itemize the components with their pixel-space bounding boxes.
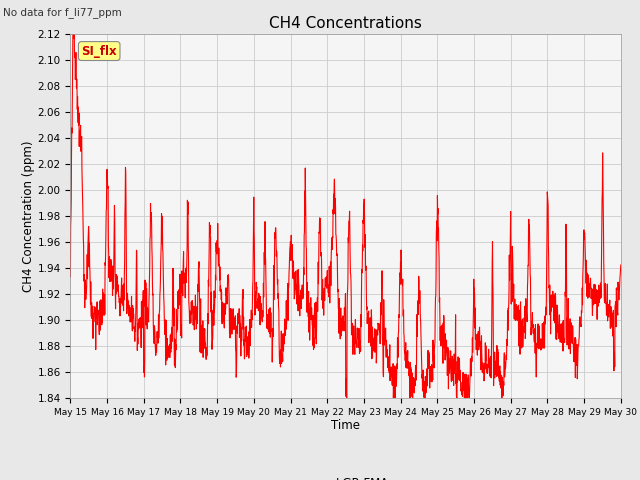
Title: CH4 Concentrations: CH4 Concentrations	[269, 16, 422, 31]
Y-axis label: CH4 Concentration (ppm): CH4 Concentration (ppm)	[22, 140, 35, 292]
X-axis label: Time: Time	[331, 419, 360, 432]
Legend: LGR FMA: LGR FMA	[298, 472, 393, 480]
Text: SI_flx: SI_flx	[81, 45, 117, 58]
Text: No data for f_li77_ppm: No data for f_li77_ppm	[3, 7, 122, 18]
